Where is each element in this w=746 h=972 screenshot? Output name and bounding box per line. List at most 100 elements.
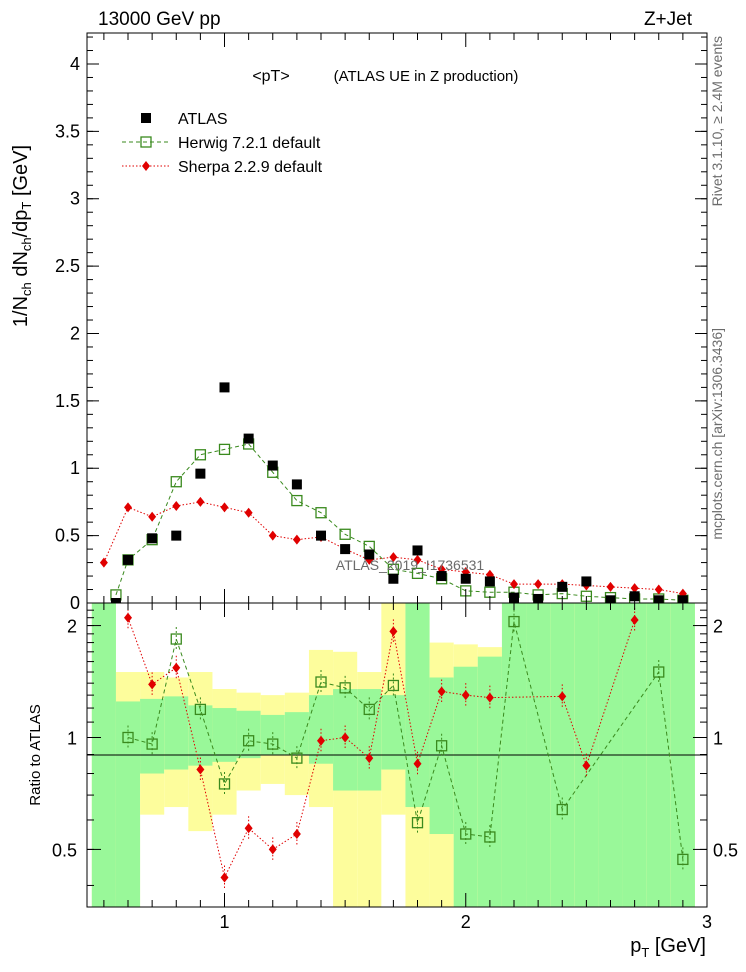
herwig-ratio-point bbox=[267, 738, 279, 750]
herwig-point bbox=[218, 443, 231, 456]
herwig-ratio-point bbox=[484, 831, 496, 843]
sherpa-ratio-point bbox=[124, 612, 133, 623]
ratio-y-tick-label: 0.5 bbox=[52, 840, 77, 860]
sherpa-ratio-point bbox=[148, 679, 157, 690]
y-tick-label: 2.5 bbox=[55, 256, 80, 276]
herwig-ratio-point bbox=[556, 803, 568, 816]
main-data-layer bbox=[99, 382, 689, 603]
sherpa-ratio-point bbox=[341, 732, 350, 743]
main-panel: ATLAS_2019_I1736531 0 0.5 1 1.5 2 2.5 3 3.5 4 <p… bbox=[10, 32, 708, 613]
sherpa-point bbox=[148, 511, 157, 522]
herwig-ratio-point bbox=[122, 731, 134, 744]
sherpa-point bbox=[534, 579, 543, 590]
herwig-ratio-point bbox=[170, 633, 182, 645]
legend-label: ATLAS bbox=[178, 111, 228, 128]
sherpa-point bbox=[196, 496, 205, 507]
y-tick-label: 0.5 bbox=[55, 526, 80, 546]
sherpa-point bbox=[510, 579, 519, 590]
sherpa-ratio-point bbox=[172, 662, 181, 673]
uncertainty-band-inner bbox=[212, 708, 237, 762]
atlas-point bbox=[436, 571, 447, 582]
herwig-point bbox=[194, 449, 207, 461]
atlas-point bbox=[291, 479, 302, 490]
y-tick-label: 4 bbox=[70, 54, 80, 74]
herwig-ratio-point bbox=[146, 738, 158, 750]
sherpa-point bbox=[124, 502, 133, 513]
x-axis-label: pT [GeV] bbox=[630, 935, 706, 960]
atlas-point bbox=[484, 576, 495, 587]
herwig-ratio-point bbox=[339, 682, 351, 694]
process-label: Z+Jet bbox=[644, 9, 693, 30]
legend-herwig-marker bbox=[140, 136, 152, 148]
atlas-point bbox=[110, 598, 121, 603]
y-tick-label: 2 bbox=[70, 323, 80, 343]
y-tick-label: 3 bbox=[70, 189, 80, 209]
atlas-point bbox=[364, 549, 375, 560]
uncertainty-band-inner bbox=[453, 666, 478, 907]
sherpa-point bbox=[99, 557, 108, 568]
herwig-ratio-point bbox=[435, 740, 448, 752]
herwig-ratio-line bbox=[127, 621, 684, 860]
ratio-y-axis-label: Ratio to ATLAS bbox=[27, 704, 44, 805]
atlas-point bbox=[219, 382, 230, 393]
atlas-point bbox=[557, 581, 568, 592]
atlas-point bbox=[243, 433, 254, 444]
sherpa-ratio-point bbox=[389, 626, 398, 637]
herwig-ratio-point bbox=[242, 735, 255, 747]
uncertainty-band-inner bbox=[115, 701, 141, 907]
atlas-point bbox=[340, 544, 351, 555]
ratio-y-tick-label-right: 0.5 bbox=[713, 840, 738, 860]
sherpa-ratio-point bbox=[317, 735, 326, 746]
y-tick-label: 1.5 bbox=[55, 391, 80, 411]
sherpa-point bbox=[606, 581, 615, 592]
sherpa-ratio-point bbox=[196, 764, 205, 775]
herwig-ratio-point bbox=[460, 828, 472, 840]
atlas-point bbox=[147, 533, 158, 544]
sherpa-point bbox=[220, 502, 229, 513]
atlas-point bbox=[460, 573, 471, 584]
rivet-label: Rivet 3.1.10, ≥ 2.4M events bbox=[709, 36, 725, 206]
herwig-point bbox=[291, 494, 303, 507]
sherpa-ratio-point bbox=[413, 758, 422, 769]
y-tick-label: 3.5 bbox=[55, 121, 80, 141]
legend-label: Sherpa 2.2.9 default bbox=[178, 159, 323, 176]
herwig-ratio-point bbox=[653, 666, 665, 678]
herwig-ratio-point bbox=[411, 817, 424, 829]
main-y-axis-label: 1/Nch dNch/dpT [GeV] bbox=[10, 145, 34, 327]
herwig-ratio-point bbox=[508, 615, 520, 628]
y-tick-label: 0 bbox=[70, 593, 80, 613]
herwig-point bbox=[339, 528, 351, 540]
atlas-point bbox=[581, 576, 592, 587]
herwig-point bbox=[170, 476, 182, 488]
ratio-axes: 0.5 0.5 1 1 2 2 1 2 3 bbox=[52, 603, 738, 932]
sherpa-ratio-point bbox=[292, 829, 301, 840]
uncertainty-band-inner bbox=[405, 603, 430, 808]
sherpa-ratio-point bbox=[244, 823, 253, 834]
uncertainty-band-inner bbox=[284, 712, 309, 755]
legend-sherpa-marker bbox=[142, 161, 150, 171]
sherpa-point bbox=[244, 507, 253, 518]
legend-atlas-marker bbox=[141, 113, 151, 123]
sherpa-ratio-point bbox=[268, 844, 277, 855]
sherpa-ratio-point bbox=[461, 690, 470, 701]
uncertainty-band-inner bbox=[260, 714, 285, 755]
atlas-point bbox=[123, 554, 134, 565]
herwig-ratio-point bbox=[291, 752, 303, 764]
herwig-ratio-point bbox=[194, 703, 207, 716]
x-tick-label: 2 bbox=[461, 912, 471, 932]
atlas-point bbox=[388, 573, 399, 584]
sherpa-ratio-point bbox=[630, 615, 639, 626]
energy-label: 13000 GeV pp bbox=[98, 9, 221, 30]
uncertainty-band-inner bbox=[164, 696, 189, 770]
sherpa-ratio-point bbox=[582, 760, 591, 771]
sherpa-ratio-point bbox=[220, 872, 229, 883]
sherpa-ratio-point bbox=[485, 692, 494, 703]
herwig-ratio-point bbox=[218, 778, 231, 790]
sherpa-ratio-point bbox=[437, 686, 446, 697]
herwig-ratio-point bbox=[315, 676, 327, 688]
sherpa-ratio-point bbox=[365, 753, 374, 764]
sherpa-point bbox=[389, 552, 398, 563]
sherpa-point bbox=[654, 584, 663, 595]
sherpa-point bbox=[413, 554, 422, 565]
